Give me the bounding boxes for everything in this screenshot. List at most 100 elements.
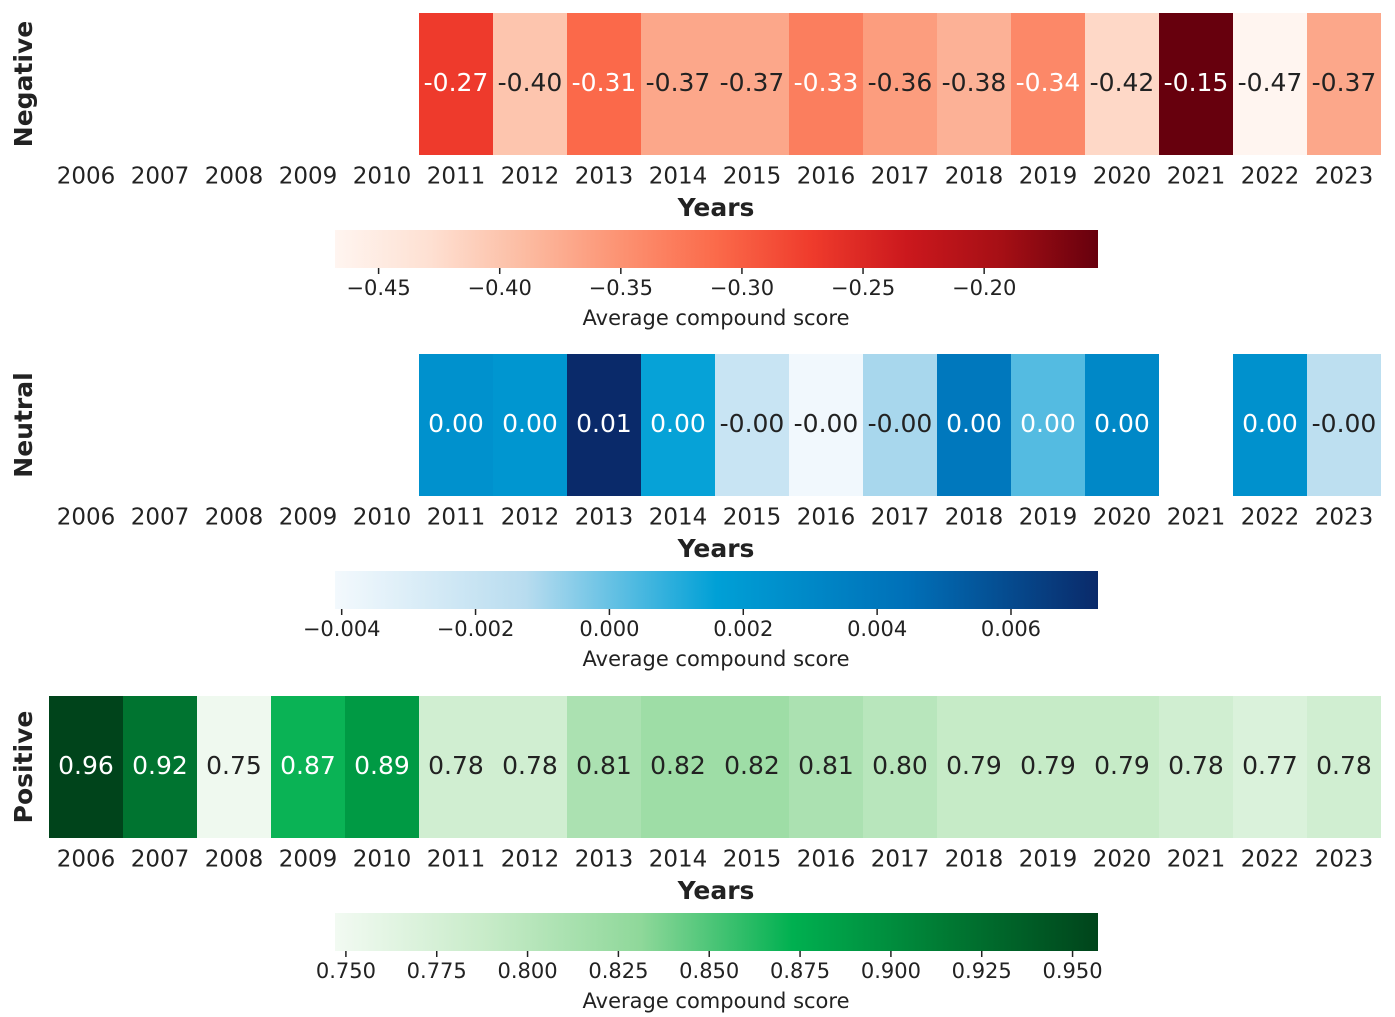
heatmap-cell <box>937 354 1011 496</box>
heatmap-cell <box>1085 13 1159 155</box>
heatmap-cell <box>419 696 493 838</box>
x-tick-label: 2008 <box>205 847 264 873</box>
x-tick-label: 2022 <box>1241 164 1300 190</box>
heatmap-cell <box>1085 696 1159 838</box>
cell-label: -0.42 <box>1090 68 1155 97</box>
heatmap-cell <box>1085 354 1159 496</box>
cell-label: 0.78 <box>1316 751 1372 780</box>
x-tick-label: 2017 <box>871 847 930 873</box>
cell-label: -0.37 <box>720 68 785 97</box>
heatmap-cell <box>1233 696 1307 838</box>
x-axis-label: Years <box>677 876 755 905</box>
cell-label: 0.00 <box>946 409 1002 438</box>
heatmap-cell <box>789 354 863 496</box>
heatmap-cell <box>567 696 641 838</box>
cell-label: -0.36 <box>868 68 933 97</box>
cell-label: -0.00 <box>794 409 859 438</box>
cell-label: -0.40 <box>498 68 563 97</box>
x-tick-label: 2013 <box>575 847 634 873</box>
cell-label: 0.00 <box>1242 409 1298 438</box>
colorbar-tick-label: 0.825 <box>588 959 648 983</box>
x-tick-label: 2010 <box>353 505 412 531</box>
heatmap-cell <box>863 354 937 496</box>
colorbar-tick-label: 0.006 <box>981 617 1041 641</box>
colorbar-label: Average compound score <box>583 647 850 671</box>
cell-label: 0.00 <box>502 409 558 438</box>
cell-label: 0.77 <box>1242 751 1298 780</box>
cell-label: 0.81 <box>798 751 854 780</box>
x-tick-label: 2006 <box>57 847 116 873</box>
colorbar-tick-label: −0.002 <box>437 617 515 641</box>
x-tick-label: 2015 <box>723 505 782 531</box>
x-tick-label: 2018 <box>945 164 1004 190</box>
colorbar-tick-label: 0.750 <box>316 959 376 983</box>
x-tick-label: 2021 <box>1167 847 1226 873</box>
x-tick-label: 2018 <box>945 847 1004 873</box>
cell-label: 0.80 <box>872 751 928 780</box>
cell-label: 0.89 <box>354 751 410 780</box>
x-tick-label: 2023 <box>1315 505 1374 531</box>
cell-label: 0.81 <box>576 751 632 780</box>
colorbar <box>335 230 1098 268</box>
heatmap-cell <box>789 696 863 838</box>
heatmap-cell <box>1159 696 1233 838</box>
x-tick-label: 2015 <box>723 164 782 190</box>
heatmap-cell <box>1011 354 1085 496</box>
x-tick-label: 2021 <box>1167 164 1226 190</box>
colorbar <box>335 571 1098 609</box>
heatmap-cell <box>641 696 715 838</box>
heatmap-cell <box>197 696 271 838</box>
heatmap-cell <box>1307 354 1381 496</box>
cell-label: -0.47 <box>1238 68 1303 97</box>
colorbar-tick-label: 0.875 <box>770 959 830 983</box>
x-tick-label: 2009 <box>279 505 338 531</box>
x-tick-label: 2010 <box>353 847 412 873</box>
cell-label: -0.00 <box>720 409 785 438</box>
heatmap-cell <box>1233 354 1307 496</box>
x-tick-label: 2009 <box>279 847 338 873</box>
heatmap-cell <box>863 696 937 838</box>
cell-label: 0.79 <box>1020 751 1076 780</box>
heatmap-cell <box>419 354 493 496</box>
cell-label: 0.01 <box>576 409 632 438</box>
heatmap-cell <box>493 354 567 496</box>
heatmap-cell <box>715 354 789 496</box>
cell-label: 0.82 <box>650 751 706 780</box>
x-tick-label: 2020 <box>1093 505 1152 531</box>
cell-label: 0.00 <box>1094 409 1150 438</box>
cell-label: -0.15 <box>1164 68 1229 97</box>
heatmap-cell <box>1307 13 1381 155</box>
x-tick-label: 2022 <box>1241 505 1300 531</box>
colorbar-label: Average compound score <box>583 989 850 1013</box>
x-axis-label: Years <box>677 193 755 222</box>
heatmap-cell <box>1011 696 1085 838</box>
cell-label: 0.82 <box>724 751 780 780</box>
x-tick-label: 2021 <box>1167 505 1226 531</box>
x-tick-label: 2023 <box>1315 847 1374 873</box>
x-tick-label: 2018 <box>945 505 1004 531</box>
colorbar-tick-label: −0.40 <box>468 276 532 300</box>
x-tick-label: 2013 <box>575 505 634 531</box>
colorbar-tick-label: −0.25 <box>831 276 895 300</box>
colorbar-label: Average compound score <box>583 306 850 330</box>
heatmap-cell <box>49 696 123 838</box>
x-tick-label: 2012 <box>501 505 560 531</box>
x-tick-label: 2007 <box>131 505 190 531</box>
heatmap-cell <box>1233 13 1307 155</box>
x-tick-label: 2007 <box>131 847 190 873</box>
colorbar-tick-label: 0.775 <box>407 959 467 983</box>
colorbar-tick-label: −0.20 <box>952 276 1016 300</box>
heatmap-cell <box>567 354 641 496</box>
y-axis-label: Negative <box>9 21 38 147</box>
x-tick-label: 2019 <box>1019 164 1078 190</box>
x-tick-label: 2017 <box>871 164 930 190</box>
cell-label: -0.27 <box>424 68 489 97</box>
x-tick-label: 2019 <box>1019 847 1078 873</box>
heatmap-cell <box>271 696 345 838</box>
x-tick-label: 2020 <box>1093 164 1152 190</box>
x-tick-label: 2014 <box>649 505 708 531</box>
cell-label: 0.92 <box>132 751 188 780</box>
colorbar-tick-label: −0.30 <box>710 276 774 300</box>
colorbar-tick-label: −0.004 <box>303 617 381 641</box>
